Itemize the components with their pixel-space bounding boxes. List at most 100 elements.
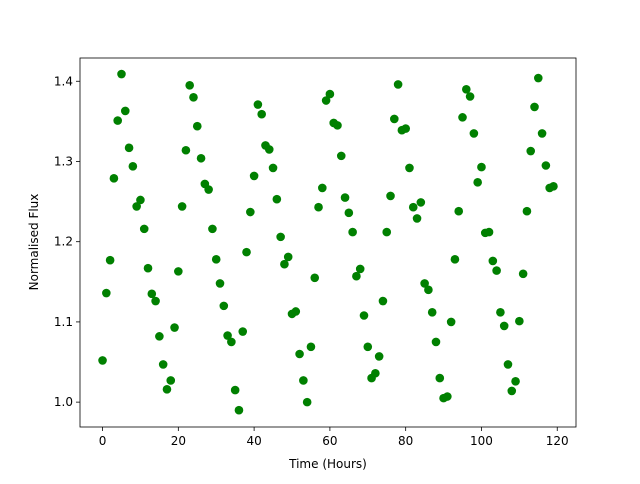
point bbox=[230, 385, 240, 395]
point bbox=[291, 307, 301, 316]
point bbox=[170, 323, 179, 332]
point bbox=[518, 269, 528, 279]
point bbox=[526, 146, 536, 156]
point bbox=[120, 106, 130, 116]
point bbox=[249, 171, 259, 181]
point bbox=[537, 129, 547, 138]
point bbox=[192, 121, 202, 131]
x-tick-label: 60 bbox=[322, 434, 337, 448]
point bbox=[462, 84, 471, 94]
point bbox=[390, 114, 399, 124]
point bbox=[374, 352, 384, 361]
y-tick-label: 1.0 bbox=[54, 395, 73, 409]
point bbox=[477, 162, 486, 172]
y-tick-label: 1.2 bbox=[54, 235, 73, 249]
point bbox=[446, 317, 456, 327]
point bbox=[549, 182, 558, 191]
y-axis-label: Normalised Flux bbox=[27, 194, 41, 291]
y-tick-label: 1.1 bbox=[54, 315, 73, 329]
point bbox=[242, 247, 251, 257]
point bbox=[401, 124, 410, 133]
point bbox=[496, 307, 505, 317]
point bbox=[151, 296, 160, 306]
point bbox=[276, 232, 285, 242]
point bbox=[503, 360, 513, 369]
point bbox=[208, 224, 217, 234]
point bbox=[352, 271, 361, 281]
point bbox=[253, 100, 263, 109]
point bbox=[139, 224, 149, 234]
point bbox=[105, 255, 115, 265]
point bbox=[189, 93, 198, 102]
y-tick-label: 1.4 bbox=[54, 74, 73, 88]
point bbox=[522, 206, 532, 216]
point bbox=[227, 337, 236, 347]
point bbox=[215, 279, 225, 288]
point bbox=[348, 227, 357, 237]
point bbox=[507, 386, 517, 396]
point bbox=[264, 145, 274, 154]
point bbox=[458, 113, 467, 122]
x-tick-label: 40 bbox=[246, 434, 261, 448]
x-axis-label: Time (Hours) bbox=[288, 457, 367, 471]
point bbox=[113, 116, 123, 125]
point bbox=[238, 327, 248, 336]
point bbox=[515, 316, 524, 326]
point bbox=[219, 301, 229, 311]
point bbox=[321, 96, 331, 105]
point bbox=[511, 376, 520, 386]
point bbox=[393, 80, 403, 89]
point bbox=[299, 376, 308, 385]
point bbox=[132, 202, 141, 211]
point bbox=[223, 331, 232, 340]
x-tick-label: 100 bbox=[470, 434, 493, 448]
point bbox=[431, 337, 441, 347]
point bbox=[386, 191, 395, 201]
point bbox=[333, 121, 342, 130]
point bbox=[499, 321, 509, 331]
point bbox=[147, 289, 157, 299]
point bbox=[318, 183, 327, 193]
point bbox=[155, 332, 164, 341]
point bbox=[473, 178, 482, 187]
point bbox=[427, 307, 437, 317]
point bbox=[420, 279, 429, 288]
point bbox=[484, 227, 494, 237]
point bbox=[128, 161, 138, 171]
point bbox=[371, 368, 380, 378]
point bbox=[378, 296, 388, 306]
point bbox=[302, 397, 312, 407]
point bbox=[416, 198, 426, 207]
point bbox=[469, 129, 479, 138]
point bbox=[117, 69, 126, 79]
x-tick-label: 20 bbox=[171, 434, 186, 448]
point bbox=[196, 153, 206, 163]
point bbox=[325, 89, 335, 99]
point bbox=[336, 151, 346, 161]
point bbox=[136, 195, 145, 205]
point bbox=[355, 264, 365, 274]
point bbox=[162, 384, 172, 394]
point bbox=[465, 92, 475, 101]
point bbox=[211, 255, 221, 264]
point bbox=[234, 405, 244, 415]
point bbox=[541, 161, 551, 170]
point bbox=[454, 206, 464, 216]
point bbox=[257, 109, 266, 119]
point bbox=[363, 342, 373, 352]
x-tick-label: 120 bbox=[546, 434, 569, 448]
point bbox=[158, 360, 168, 369]
point bbox=[98, 356, 107, 365]
point bbox=[280, 259, 289, 269]
point bbox=[181, 145, 191, 155]
point bbox=[382, 227, 392, 237]
point bbox=[204, 185, 213, 194]
point bbox=[412, 214, 422, 223]
point bbox=[405, 163, 414, 173]
point bbox=[314, 202, 323, 212]
point bbox=[435, 373, 445, 383]
point bbox=[533, 73, 543, 83]
point bbox=[295, 349, 304, 359]
